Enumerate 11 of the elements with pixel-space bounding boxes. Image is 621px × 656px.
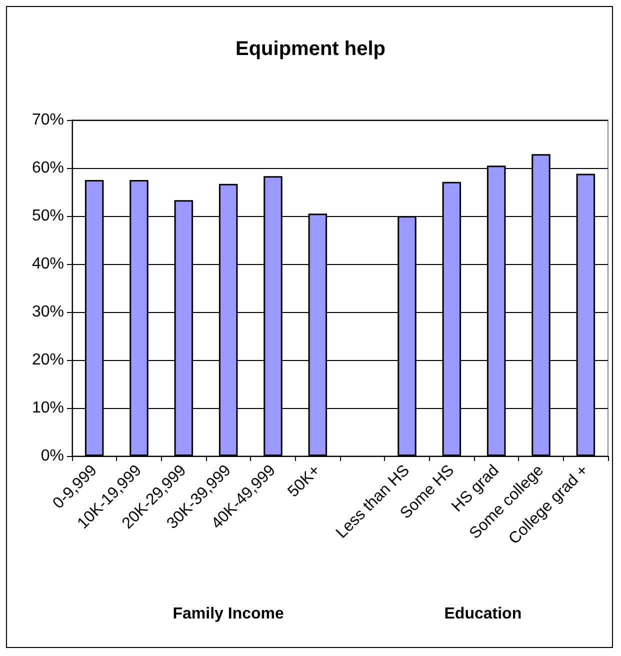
chart-title: Equipment help xyxy=(236,38,386,60)
y-tick-label: 70% xyxy=(32,112,64,128)
y-tick-label: 50% xyxy=(32,208,64,224)
y-tick-label: 30% xyxy=(32,304,64,320)
y-tick-label: 40% xyxy=(32,256,64,272)
y-tick-label: 10% xyxy=(32,400,64,416)
y-tick-label: 60% xyxy=(32,160,64,176)
text: Family Income xyxy=(172,606,284,622)
y-tick-label: 0% xyxy=(40,448,64,464)
y-tick-label: 20% xyxy=(32,352,64,368)
text: Education xyxy=(444,606,522,622)
